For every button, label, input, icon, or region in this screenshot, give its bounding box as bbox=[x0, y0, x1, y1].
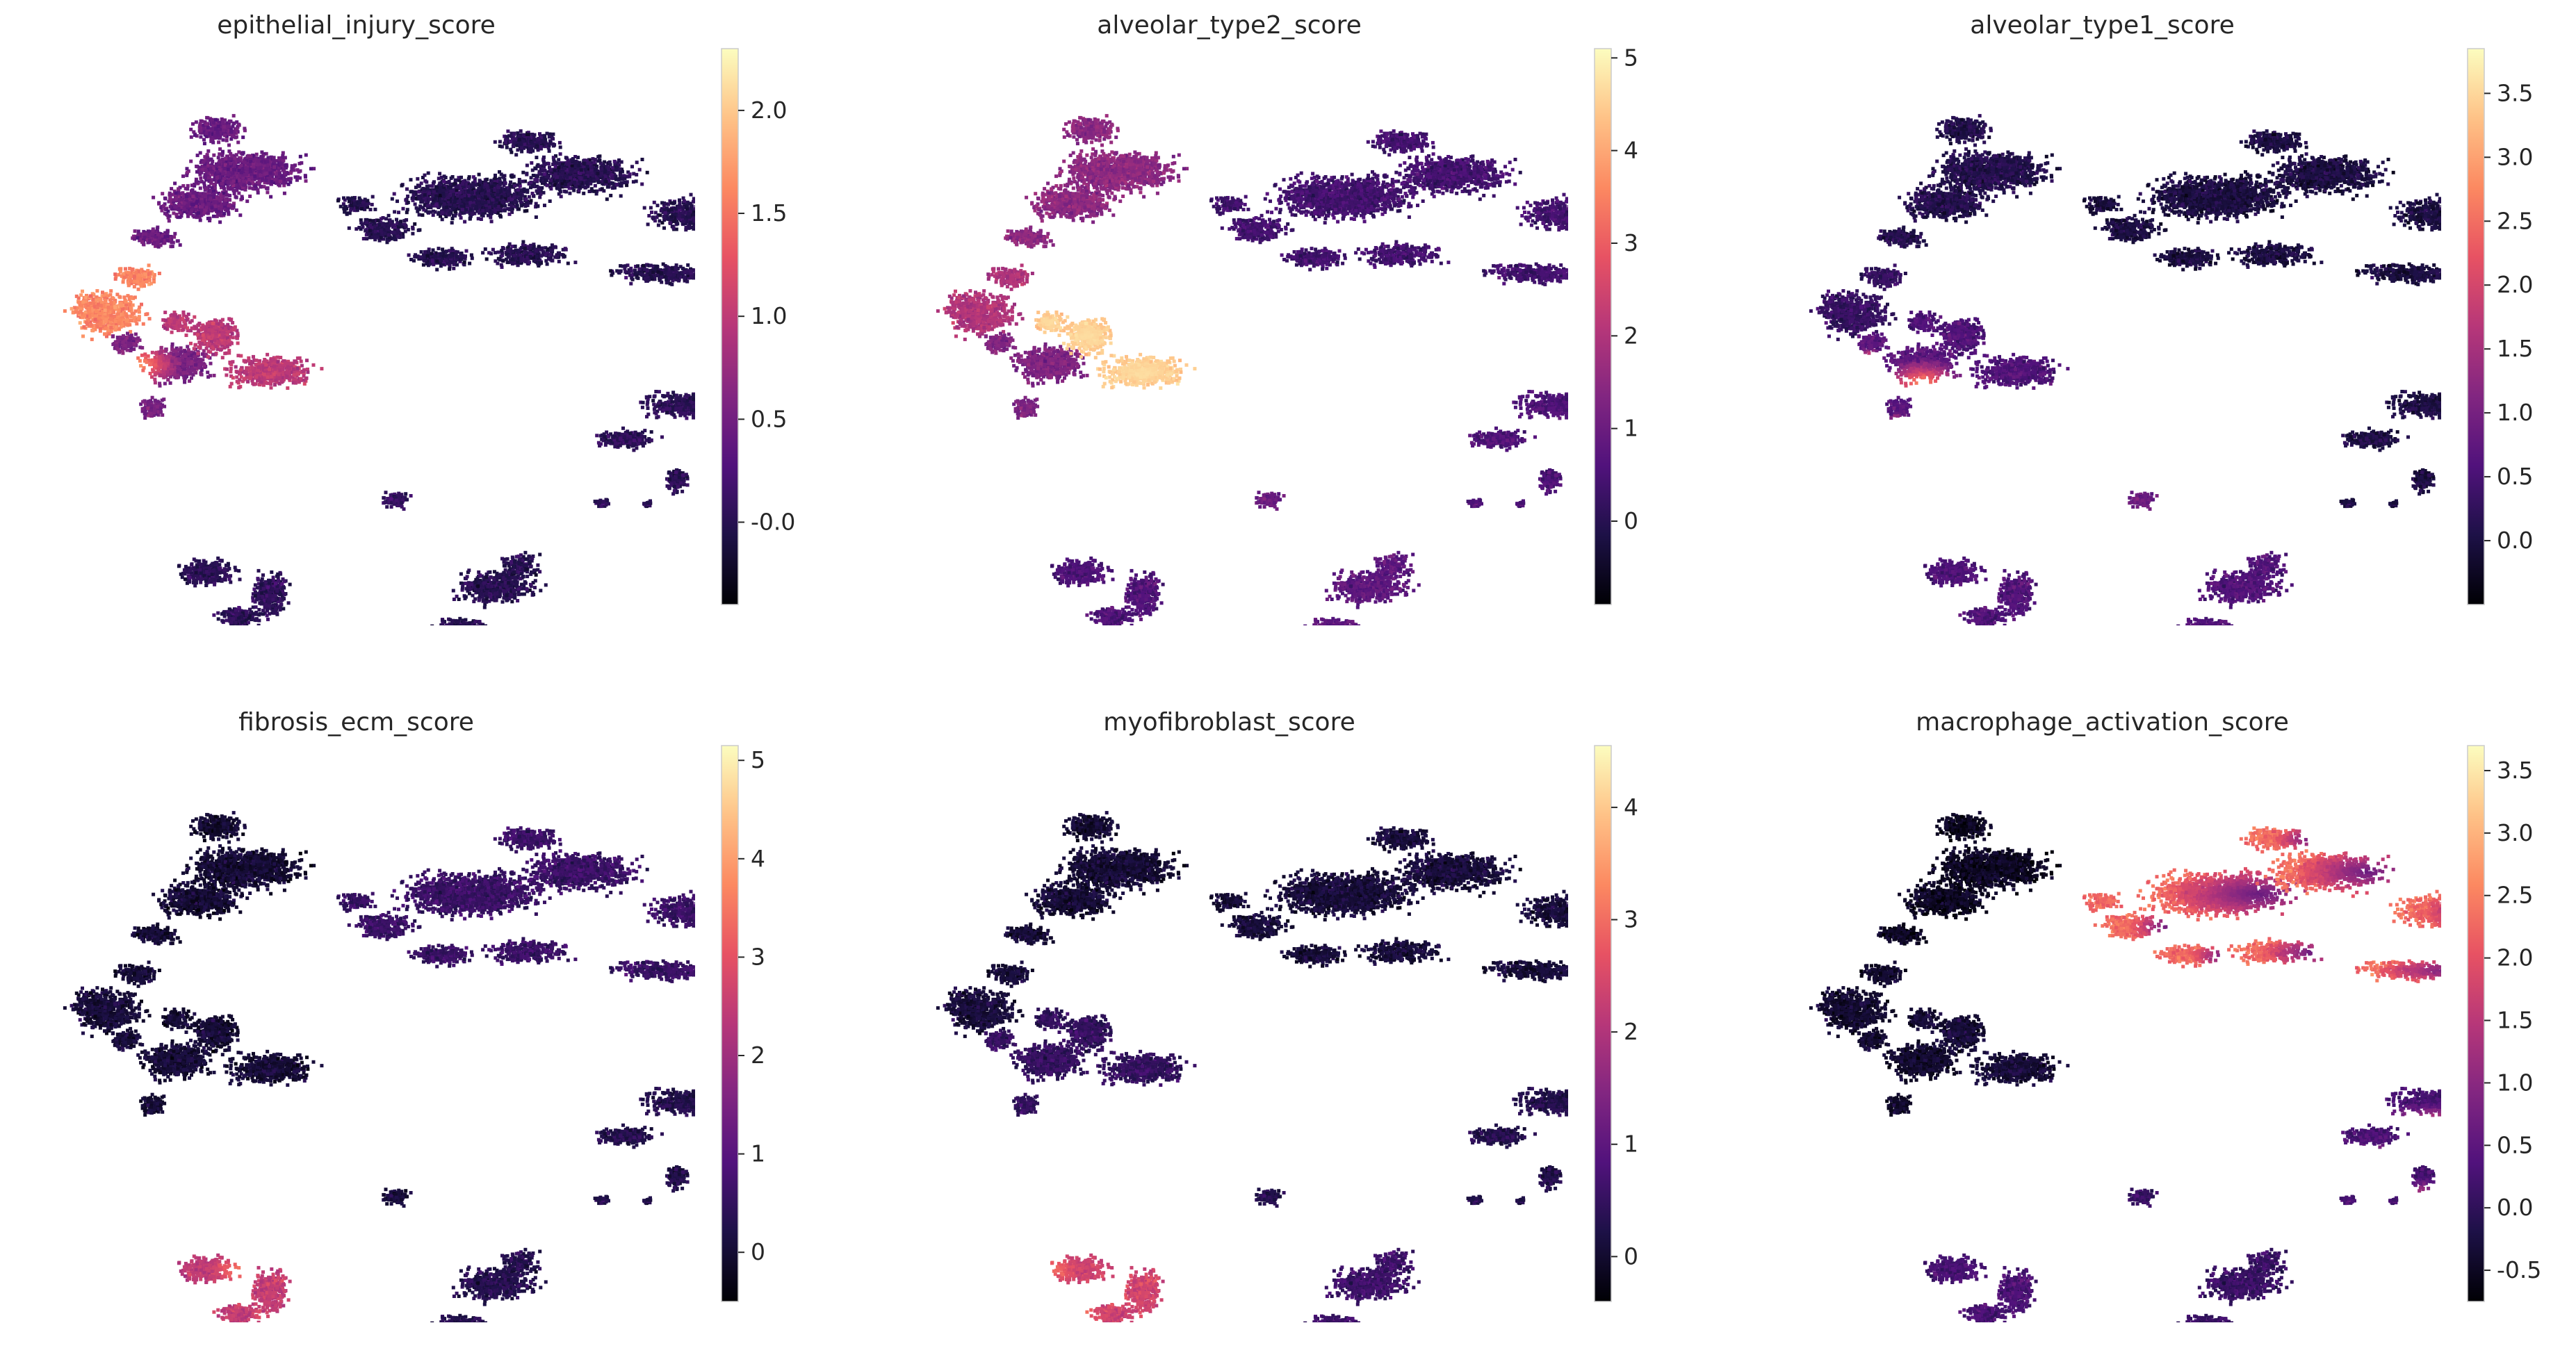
umap-figure: epithelial_injury_score -0.0 0.5 1.0 1.5 2.0 a… bbox=[0, 0, 2576, 1317]
umap-panel: epithelial_injury_score -0.0 0.5 1.0 1.5 2.0 bbox=[0, 0, 858, 658]
